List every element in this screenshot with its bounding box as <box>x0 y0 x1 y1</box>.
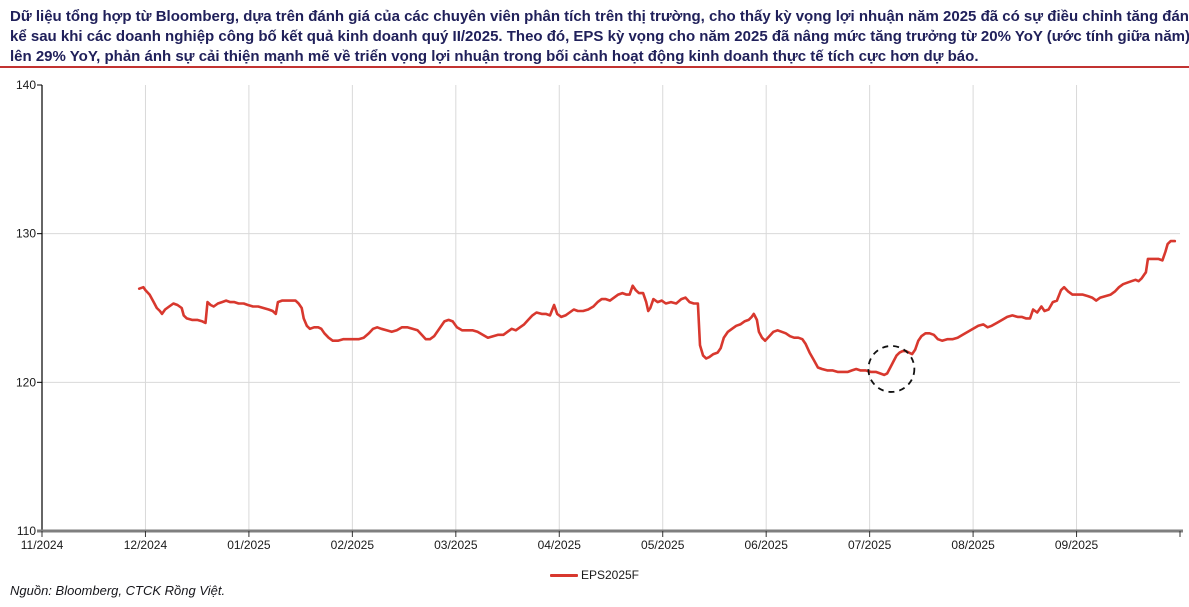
x-tick-label: 08/2025 <box>951 538 995 552</box>
y-tick-label: 120 <box>16 375 36 389</box>
eps2025f-line <box>137 239 1177 377</box>
annotation-dashed-circle <box>867 345 916 393</box>
legend-label: EPS2025F <box>580 568 640 582</box>
x-tick-label: 11/2024 <box>21 538 64 552</box>
chart-legend: EPS2025F <box>0 567 1189 583</box>
header-divider <box>0 66 1189 68</box>
source-note: Nguồn: Bloomberg, CTCK Rồng Việt. <box>10 583 226 598</box>
x-tick-label: 03/2025 <box>434 538 478 552</box>
x-tick-label: 04/2025 <box>538 538 582 552</box>
x-tick-label: 12/2024 <box>124 538 168 552</box>
x-tick-label: 06/2025 <box>744 538 788 552</box>
y-tick-label: 140 <box>16 78 36 92</box>
commentary-line-1: Dữ liệu tổng hợp từ Bloomberg, dựa trên … <box>10 8 1189 25</box>
y-tick-label: 130 <box>16 227 36 241</box>
x-tick-label: 05/2025 <box>641 538 685 552</box>
x-tick-label: 01/2025 <box>227 538 271 552</box>
x-tick-label: 07/2025 <box>848 538 892 552</box>
commentary-line-3: lên 29% YoY, phản ánh sự cải thiện mạnh … <box>10 48 979 65</box>
commentary-line-2: kể sau khi các doanh nghiệp công bố kết … <box>10 28 1189 45</box>
x-tick-label: 02/2025 <box>331 538 375 552</box>
legend-line-swatch <box>549 573 578 577</box>
y-tick-label: 110 <box>17 524 36 538</box>
x-tick-label: 09/2025 <box>1055 538 1099 552</box>
commentary-paragraph: Dữ liệu tổng hợp từ Bloomberg, dựa trên … <box>10 7 1189 67</box>
